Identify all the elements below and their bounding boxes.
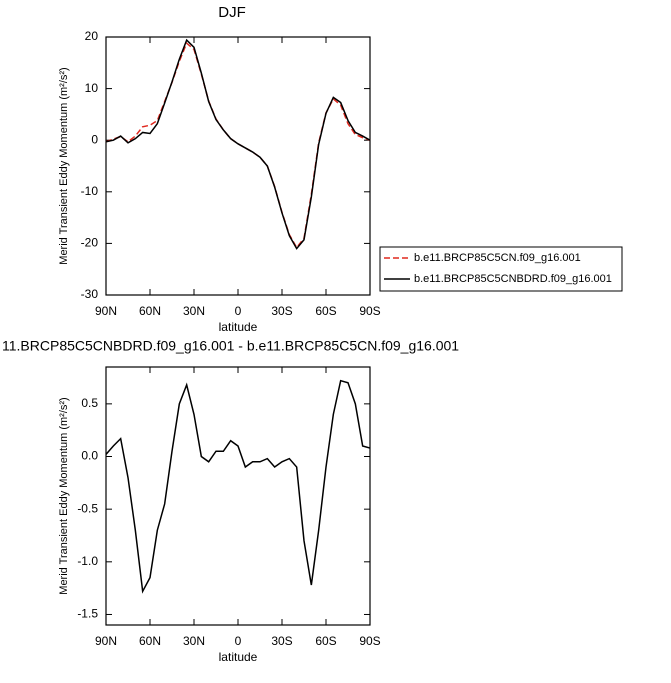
x-tick-label: 90N (95, 304, 117, 318)
y-tick-label: 0.0 (81, 449, 98, 463)
y-tick-label: 0.5 (81, 396, 98, 410)
y-tick-label: -30 (81, 287, 99, 301)
chart-title: 11.BRCP85C5CNBDRD.f09_g16.001 - b.e11.BR… (2, 338, 459, 354)
chart-title: DJF (218, 4, 246, 21)
series-line (105, 41, 371, 249)
series-line (105, 38, 371, 250)
y-tick-label: 20 (85, 29, 99, 43)
x-tick-label: 60N (139, 634, 161, 648)
y-tick-label: 0 (91, 132, 98, 146)
x-axis-label: latitude (219, 650, 258, 664)
legend-label: b.e11.BRCP85C5CN.f09_g16.001 (414, 252, 581, 264)
plot-frame (105, 36, 371, 296)
y-tick-label: 10 (85, 81, 99, 95)
y-tick-label: -0.5 (77, 501, 98, 515)
y-tick-label: -1.5 (77, 607, 98, 621)
legend-label: b.e11.BRCP85C5CNBDRD.f09_g16.001 (414, 273, 612, 285)
x-tick-label: 60S (315, 304, 336, 318)
x-axis-label: latitude (219, 320, 258, 334)
x-tick-label: 30S (271, 304, 292, 318)
y-tick-label: -1.0 (77, 554, 98, 568)
x-tick-label: 0 (235, 304, 242, 318)
x-tick-label: 60S (315, 634, 336, 648)
series-line (105, 379, 371, 594)
y-tick-label: -10 (81, 184, 99, 198)
x-tick-label: 30S (271, 634, 292, 648)
x-tick-label: 90N (95, 634, 117, 648)
x-tick-label: 0 (235, 634, 242, 648)
x-tick-label: 30N (183, 634, 205, 648)
x-tick-label: 60N (139, 304, 161, 318)
y-axis-label: Merid Transient Eddy Momentum (m²/s²) (58, 67, 70, 264)
x-tick-label: 30N (183, 304, 205, 318)
y-tick-label: -20 (81, 236, 99, 250)
x-tick-label: 90S (359, 304, 380, 318)
y-axis-label: Merid Transient Eddy Momentum (m²/s²) (58, 397, 70, 594)
x-tick-label: 90S (359, 634, 380, 648)
legend-box (379, 246, 623, 292)
